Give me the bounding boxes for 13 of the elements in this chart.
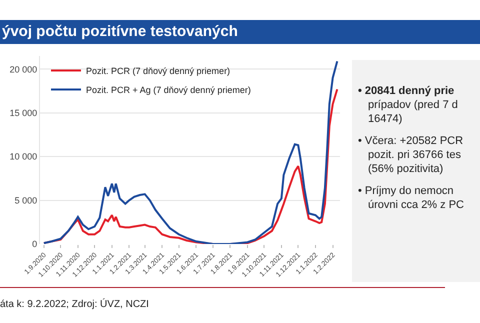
y-tick-label: 0 [32,239,38,250]
chart-title: ývoj počtu pozitívne testovaných [0,20,480,44]
text: áta k: 9.2.2022; Zdroj: ÚVZ, NCZI [0,299,149,310]
y-tick-label: 20 000 [10,64,38,74]
line-series [42,60,338,244]
y-tick-label: 5 000 [14,195,38,206]
text: • Včera: +20582 PCR pozit. pri 36766 tes (56% pozitivita) [358,134,464,176]
legend-label: Pozit. PCR (7 dňový denný priemer) [86,66,230,76]
legend-label: Pozit. PCR + Ag (7 dňový denný priemer) [86,85,251,96]
text: • Príjmy do nemocn úrovni cca 2% z PC [358,184,465,212]
text: • 20841 denný prie prípadov (pred 7 d 16474) [358,84,459,126]
y-tick-label: 10 000 [10,152,38,162]
y-tick-label: 15 000 [10,108,38,118]
